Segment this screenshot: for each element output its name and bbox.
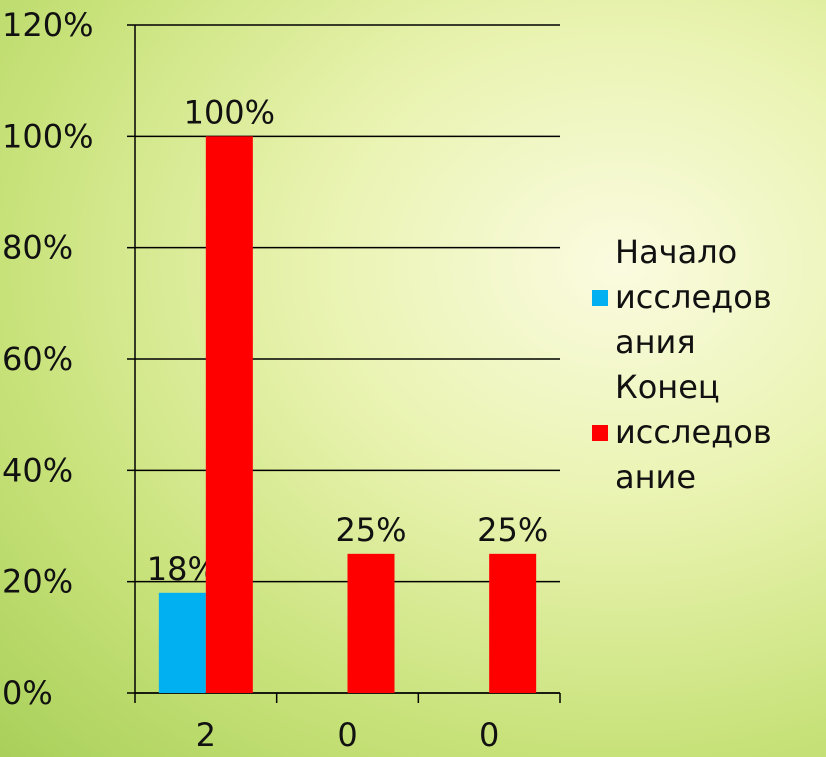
data-label: 100%	[184, 93, 275, 131]
x-tick-label: 2	[196, 716, 216, 754]
data-label: 25%	[335, 511, 406, 549]
bar	[159, 593, 206, 693]
bar	[348, 554, 395, 693]
y-tick-label: 120%	[2, 6, 93, 44]
legend-label: Конец исследование	[615, 368, 772, 496]
x-tick-label: 0	[479, 716, 499, 754]
x-tick-label: 0	[337, 716, 357, 754]
legend-swatch	[592, 425, 608, 441]
y-tick-label: 40%	[2, 451, 73, 489]
slide: 0%20%40%60%80%100%120%20018%100%25%25% Н…	[0, 0, 826, 757]
legend-item: Конец исследование	[588, 365, 788, 500]
y-tick-label: 0%	[2, 674, 53, 712]
y-tick-label: 20%	[2, 563, 73, 601]
legend-label: Начало исследования	[615, 233, 772, 361]
data-label: 25%	[477, 511, 548, 549]
y-tick-label: 80%	[2, 229, 73, 267]
y-tick-label: 60%	[2, 340, 73, 378]
bar	[206, 136, 253, 693]
y-tick-label: 100%	[2, 117, 93, 155]
bar	[489, 554, 536, 693]
legend-item: Начало исследования	[588, 230, 788, 365]
legend-swatch	[592, 290, 608, 306]
